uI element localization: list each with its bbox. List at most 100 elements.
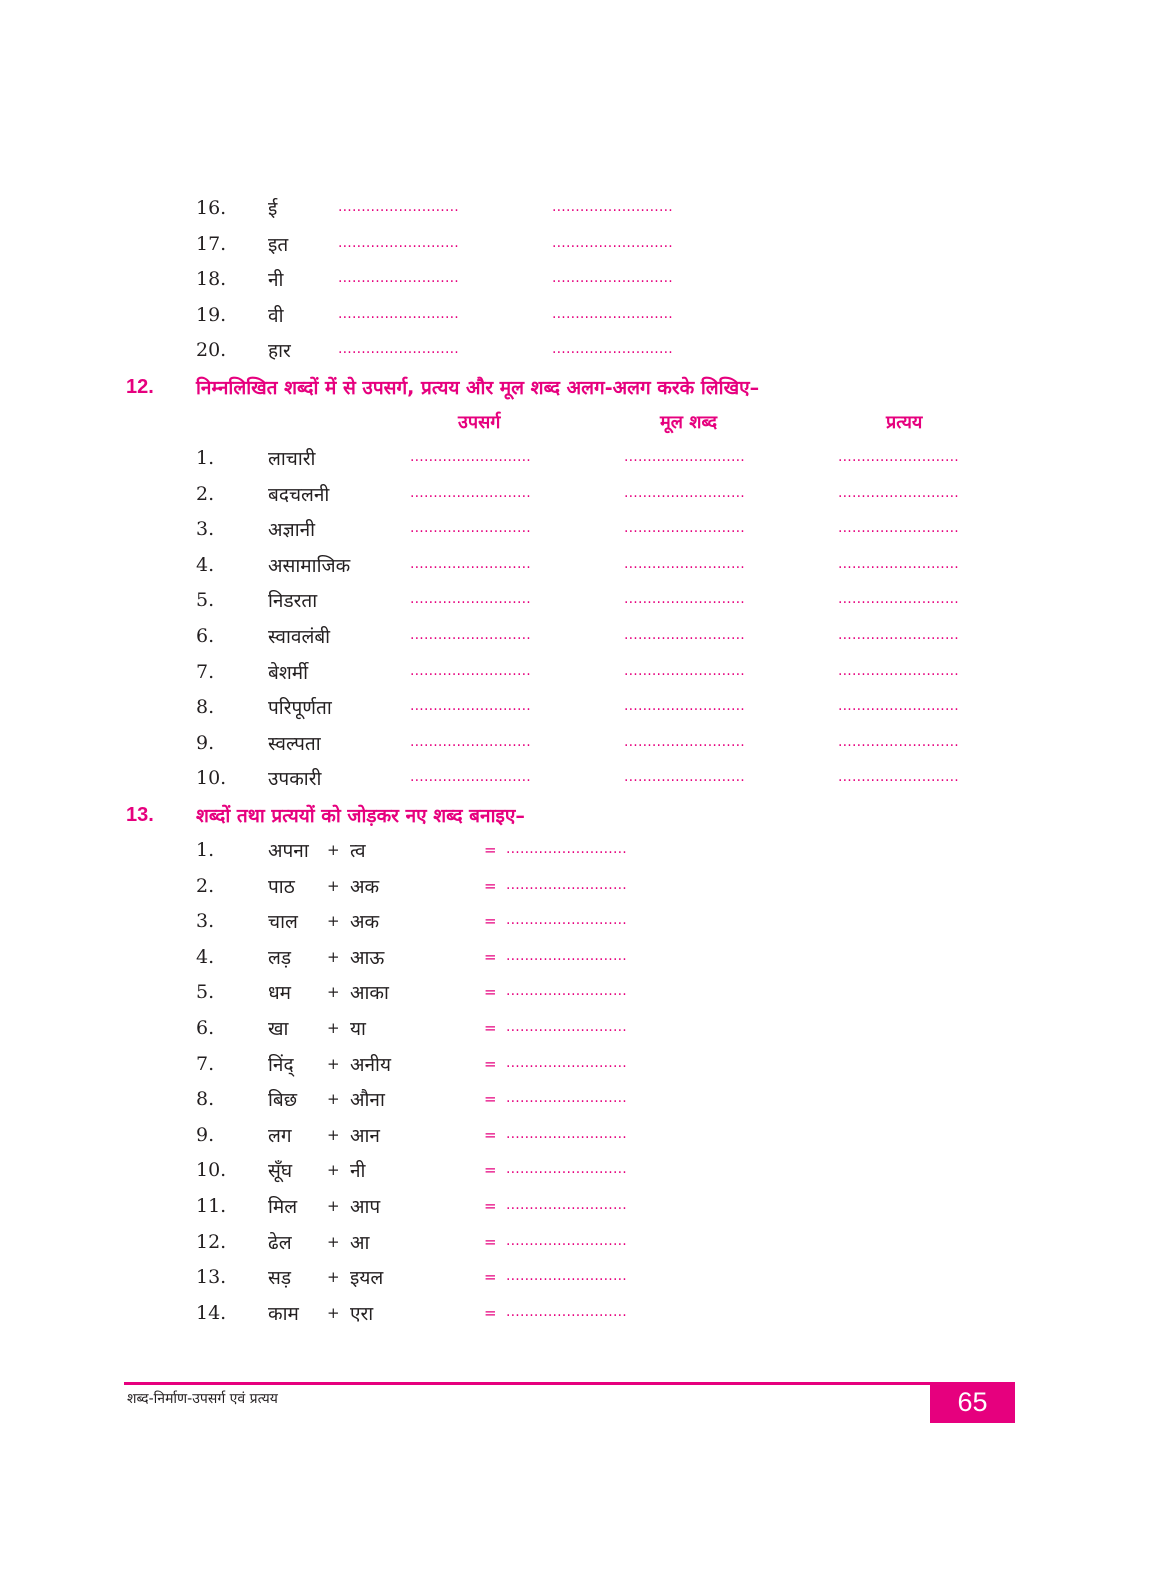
suffix-word: इत: [268, 233, 289, 256]
root-answer-blank[interactable]: ..........................: [624, 520, 745, 537]
prefix-answer-blank[interactable]: ..........................: [410, 627, 531, 643]
answer-blank[interactable]: ..........................: [506, 1161, 627, 1178]
answer-blank[interactable]: ..........................: [506, 1303, 627, 1320]
prefix-answer-blank[interactable]: ..........................: [410, 449, 531, 465]
suffix: या: [350, 1018, 366, 1040]
prefix-answer-blank[interactable]: ..........................: [410, 698, 531, 715]
answer-blank[interactable]: ..........................: [506, 1090, 627, 1107]
root-answer-blank[interactable]: ..........................: [624, 484, 745, 501]
equals-sign: =: [484, 876, 497, 895]
prefix-answer-blank[interactable]: ..........................: [410, 733, 531, 750]
item-number: 9.: [196, 1123, 215, 1146]
answer-blank[interactable]: ..........................: [338, 270, 459, 287]
root-answer-blank[interactable]: ..........................: [624, 698, 745, 715]
prefix-answer-blank[interactable]: ..........................: [410, 484, 531, 501]
item-number: 10.: [196, 1159, 227, 1182]
answer-blank[interactable]: ..........................: [506, 1232, 627, 1249]
suffix-answer-blank[interactable]: ..........................: [838, 591, 959, 608]
prefix-answer-blank[interactable]: ..........................: [410, 555, 531, 572]
answer-blank[interactable]: ..........................: [506, 983, 627, 1000]
equals-sign: =: [484, 1303, 497, 1322]
answer-blank[interactable]: ..........................: [506, 841, 627, 857]
suffix: इयल: [350, 1267, 384, 1290]
answer-blank[interactable]: ..........................: [338, 305, 459, 322]
answer-blank[interactable]: ..........................: [506, 1054, 627, 1071]
answer-blank[interactable]: ..........................: [506, 1019, 627, 1035]
suffix: आप: [350, 1196, 381, 1218]
plus-sign: +: [327, 1197, 340, 1215]
equals-sign: =: [484, 1232, 497, 1251]
prefix-answer-blank[interactable]: ..........................: [410, 769, 531, 786]
item-number: 2.: [196, 874, 215, 897]
answer-blank[interactable]: ..........................: [338, 234, 459, 251]
answer-blank[interactable]: ..........................: [338, 341, 459, 358]
base-word: मिल: [268, 1196, 298, 1218]
root-answer-blank[interactable]: ..........................: [624, 591, 745, 608]
base-word: सूँघ: [268, 1160, 293, 1183]
question-12-number: 12.: [126, 376, 154, 398]
suffix: अक: [350, 875, 380, 898]
suffix: आऊ: [350, 946, 385, 969]
prefix-answer-blank[interactable]: ..........................: [410, 520, 531, 537]
answer-blank[interactable]: ..........................: [506, 912, 627, 929]
base-word: खा: [268, 1018, 289, 1040]
suffix: नी: [350, 1160, 366, 1183]
suffix: आन: [350, 1124, 380, 1147]
answer-blank[interactable]: ..........................: [338, 199, 459, 215]
answer-blank[interactable]: ..........................: [506, 1125, 627, 1142]
given-word: स्वावलंबी: [268, 626, 331, 648]
plus-sign: +: [327, 947, 340, 966]
suffix: अनीय: [350, 1053, 392, 1076]
suffix-word: नी: [268, 269, 284, 292]
answer-blank[interactable]: ..........................: [506, 1197, 627, 1213]
given-word: लाचारी: [268, 448, 316, 470]
suffix-answer-blank[interactable]: ..........................: [838, 627, 959, 643]
column-header-root-word: मूल शब्द: [660, 412, 718, 433]
item-number: 8.: [196, 1088, 215, 1111]
suffix-answer-blank[interactable]: ..........................: [838, 662, 959, 679]
answer-blank[interactable]: ..........................: [552, 199, 673, 215]
suffix-answer-blank[interactable]: ..........................: [838, 484, 959, 501]
answer-blank[interactable]: ..........................: [552, 341, 673, 358]
equals-sign: =: [484, 1019, 497, 1037]
suffix-answer-blank[interactable]: ..........................: [838, 449, 959, 465]
item-number: 19.: [196, 303, 227, 326]
suffix-answer-blank[interactable]: ..........................: [838, 769, 959, 786]
answer-blank[interactable]: ..........................: [506, 947, 627, 964]
answer-blank[interactable]: ..........................: [506, 1268, 627, 1285]
root-answer-blank[interactable]: ..........................: [624, 555, 745, 572]
answer-blank[interactable]: ..........................: [506, 876, 627, 893]
item-number: 3.: [196, 518, 215, 541]
equals-sign: =: [484, 1197, 497, 1215]
answer-blank[interactable]: ..........................: [552, 270, 673, 287]
plus-sign: +: [327, 1232, 340, 1251]
suffix-answer-blank[interactable]: ..........................: [838, 520, 959, 537]
answer-blank[interactable]: ..........................: [552, 234, 673, 251]
suffix-answer-blank[interactable]: ..........................: [838, 733, 959, 750]
base-word: सड़: [268, 1267, 292, 1290]
suffix: औना: [350, 1089, 385, 1112]
plus-sign: +: [327, 1268, 340, 1287]
prefix-answer-blank[interactable]: ..........................: [410, 591, 531, 608]
plus-sign: +: [327, 912, 340, 931]
plus-sign: +: [327, 1019, 340, 1037]
footer-chapter-title: शब्द-निर्माण-उपसर्ग एवं प्रत्यय: [127, 1391, 278, 1407]
root-answer-blank[interactable]: ..........................: [624, 627, 745, 643]
base-word: बिछ: [268, 1089, 298, 1112]
suffix-word: ई: [268, 198, 278, 220]
equals-sign: =: [484, 983, 497, 1002]
suffix-answer-blank[interactable]: ..........................: [838, 555, 959, 572]
root-answer-blank[interactable]: ..........................: [624, 662, 745, 679]
plus-sign: +: [327, 1303, 340, 1322]
suffix: त्व: [350, 840, 366, 862]
root-answer-blank[interactable]: ..........................: [624, 769, 745, 786]
item-number: 9.: [196, 731, 215, 754]
question-13-instruction: शब्दों तथा प्रत्ययों को जोड़कर नए शब्द ब…: [196, 805, 525, 827]
suffix-answer-blank[interactable]: ..........................: [838, 698, 959, 715]
root-answer-blank[interactable]: ..........................: [624, 449, 745, 465]
plus-sign: +: [327, 1090, 340, 1109]
answer-blank[interactable]: ..........................: [552, 305, 673, 322]
root-answer-blank[interactable]: ..........................: [624, 733, 745, 750]
item-number: 6.: [196, 1017, 215, 1039]
prefix-answer-blank[interactable]: ..........................: [410, 662, 531, 679]
